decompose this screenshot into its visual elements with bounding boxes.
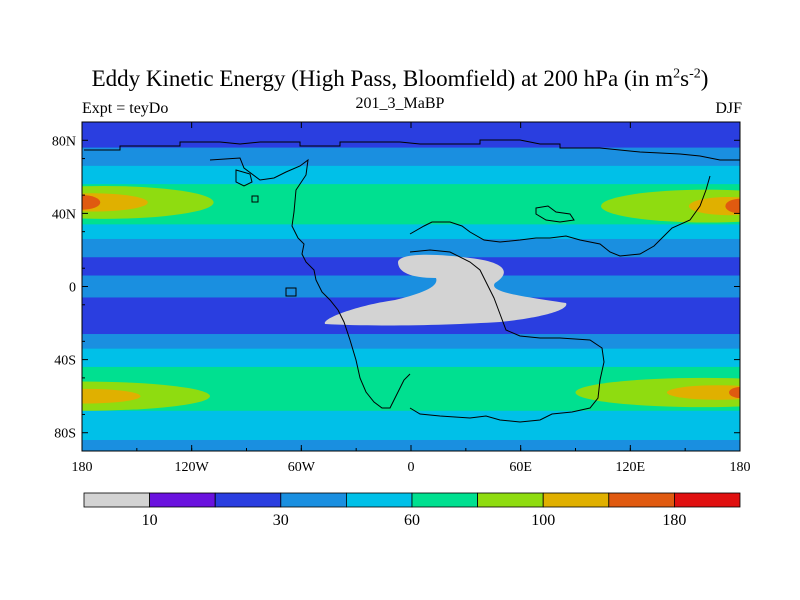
band-4: [82, 184, 740, 204]
x-tick-label: 120E: [616, 460, 646, 475]
jet-10: [729, 387, 740, 398]
x-tick-label: 60W: [288, 460, 316, 475]
jet-2: [82, 195, 101, 210]
colorbar: 10 30 60 100 180: [83, 492, 741, 529]
coastline-africa: [409, 249, 605, 423]
x-tick-label: 180: [730, 460, 751, 475]
colorbar-label: 100: [531, 512, 555, 529]
x-tick-label: 0: [408, 460, 415, 475]
map-field: [82, 122, 740, 451]
colorbar-swatch-0: [83, 492, 150, 508]
jet-3: [601, 189, 740, 223]
jet-7: [82, 388, 141, 404]
band-7: [82, 238, 740, 258]
jet-1: [82, 193, 148, 212]
band-1: [82, 132, 740, 149]
coastline-americas: [209, 157, 411, 409]
y-tick-label: 40S: [54, 354, 76, 369]
band-14: [82, 366, 740, 383]
colorbar-swatch-5: [411, 492, 478, 508]
x-tick-label: 180: [72, 460, 93, 475]
colorbar-label: 60: [404, 512, 420, 529]
coastlines: [84, 139, 740, 423]
colorbar-label: 30: [273, 512, 289, 529]
y-tick-label: 0: [69, 281, 76, 296]
experiment-label: Expt = teyDo: [82, 100, 169, 117]
colorbar-swatch-4: [345, 492, 413, 508]
coastline-island-east: [251, 195, 259, 203]
x-tick-label: 120W: [175, 460, 210, 475]
colorbar-swatch-1: [149, 492, 216, 508]
band-13: [82, 348, 740, 368]
band-12: [82, 334, 740, 350]
jet-8: [575, 377, 740, 408]
chart-title: Eddy Kinetic Energy (High Pass, Bloomfie…: [91, 66, 709, 91]
coastline-arctic: [84, 139, 740, 161]
y-tick-label: 40N: [52, 207, 76, 222]
coastline-mediterranean: [535, 205, 575, 223]
band-9: [82, 275, 740, 299]
band-5: [82, 202, 740, 225]
run-label: 201_3_MaBP: [355, 95, 445, 112]
y-tick-label: 80N: [52, 134, 76, 149]
y-axis: 80N 40N 0 40S 80S: [52, 121, 740, 452]
colorbar-label: 10: [142, 512, 158, 529]
coastline-europe-asia: [409, 175, 711, 257]
band-3: [82, 165, 740, 185]
coastline-greenland: [235, 169, 253, 187]
colorbar-swatch-6: [477, 492, 544, 508]
band-6: [82, 224, 740, 240]
colorbar-swatch-8: [608, 492, 675, 508]
colorbar-swatch-2: [214, 492, 282, 508]
coastline-island-west: [285, 287, 297, 297]
low-energy-region: [324, 254, 567, 326]
colorbar-swatch-9: [674, 492, 741, 508]
jet-9: [666, 385, 740, 400]
colorbar-swatch-3: [280, 492, 347, 508]
colorbar-swatch-7: [542, 492, 610, 508]
season-label: DJF: [715, 100, 742, 117]
jet-5: [725, 198, 740, 214]
x-axis: 180 120W 60W 0 60E 120E 180: [72, 122, 751, 475]
colorbar-label: 180: [662, 512, 686, 529]
band-16: [82, 410, 740, 427]
band-2: [82, 147, 740, 167]
x-tick-label: 60E: [509, 460, 532, 475]
jet-6: [82, 381, 210, 411]
y-tick-label: 80S: [54, 427, 76, 442]
band-17: [82, 425, 740, 441]
energy-bands: [82, 122, 740, 451]
